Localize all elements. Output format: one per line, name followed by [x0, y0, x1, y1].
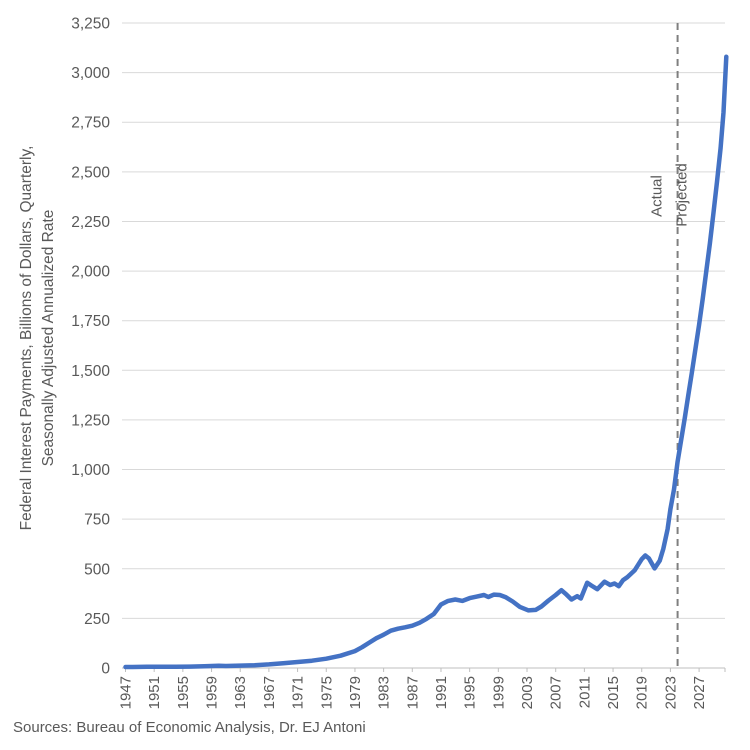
- x-tick-label: 1951: [146, 676, 163, 709]
- x-tick-label: 2007: [548, 676, 565, 709]
- y-tick-label: 1,250: [71, 412, 110, 429]
- x-tick-label: 1971: [290, 676, 307, 709]
- x-tick-label: 1955: [175, 676, 192, 709]
- x-tick-label: 2019: [634, 676, 651, 709]
- y-tick-label: 750: [84, 512, 110, 529]
- x-tick-label: 1967: [261, 676, 278, 709]
- x-tick-label: 2027: [691, 676, 708, 709]
- y-tick-label: 250: [84, 611, 110, 628]
- x-tick-label: 1979: [347, 676, 364, 709]
- x-tick-label: 1963: [232, 676, 249, 709]
- y-tick-label: 500: [84, 561, 110, 578]
- series-line-federal-interest-payments: [123, 54, 729, 670]
- x-tick-label: 2015: [605, 676, 622, 709]
- source-note: Sources: Bureau of Economic Analysis, Dr…: [13, 719, 366, 736]
- y-axis-title-line1: Federal Interest Payments, Billions of D…: [18, 145, 35, 531]
- x-tick-label: 1987: [404, 676, 421, 709]
- x-tick-label: 2023: [662, 676, 679, 709]
- y-tick-label: 1,500: [71, 363, 110, 380]
- y-tick-label: 3,250: [71, 16, 110, 33]
- x-tick-label: 1995: [462, 676, 479, 709]
- x-tick-label: 2011: [576, 676, 593, 708]
- x-tick-label: 2003: [519, 676, 536, 709]
- y-tick-label: 1,750: [71, 313, 110, 330]
- x-tick-label: 1991: [433, 676, 450, 709]
- y-tick-label: 2,500: [71, 164, 110, 181]
- x-tick-label: 1959: [204, 676, 221, 709]
- y-axis-title-line2: Seasonally Adjusted Annualized Rate: [40, 209, 57, 467]
- y-tick-label: 3,000: [71, 65, 110, 82]
- x-tick-label: 1999: [490, 676, 507, 709]
- x-tick-label: 1983: [376, 676, 393, 709]
- actual-label: Actual: [649, 175, 666, 217]
- y-tick-label: 0: [101, 661, 110, 678]
- y-tick-label: 1,000: [71, 462, 110, 479]
- y-tick-label: 2,000: [71, 264, 110, 281]
- y-tick-label: 2,250: [71, 214, 110, 231]
- y-tick-label: 2,750: [71, 115, 110, 132]
- x-tick-label: 1947: [118, 676, 135, 709]
- x-tick-label: 1975: [318, 676, 335, 709]
- projected-label: Projected: [674, 163, 691, 226]
- y-axis-title: Federal Interest Payments, Billions of D…: [16, 146, 60, 531]
